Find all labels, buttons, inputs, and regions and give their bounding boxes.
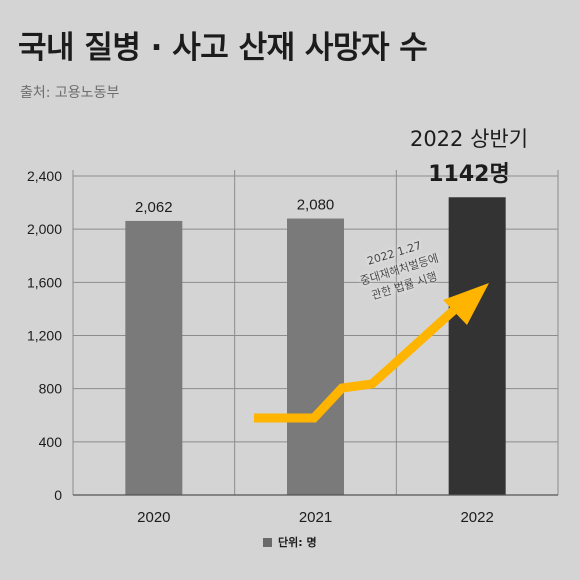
bar-2021 — [287, 218, 344, 496]
y-tick-label: 1,200 — [27, 328, 62, 344]
y-tick-label: 1,600 — [27, 274, 62, 290]
bar-2022 — [448, 197, 506, 495]
trend-arrow-line — [254, 306, 458, 423]
y-tick-label: 2,400 — [27, 168, 62, 184]
chart-title: 국내 질병 · 사고 산재 사망자 수 — [18, 30, 428, 66]
x-tick-label-2020: 2020 — [137, 509, 170, 526]
highlight-period-label: 2022 상반기 — [410, 127, 528, 151]
law-annotation: 2022 1.27 중대재해처벌등에 관한 법률 시행 — [358, 239, 440, 302]
bars-layer — [125, 197, 506, 496]
legend-unit-label: 단위: 명 — [278, 535, 317, 549]
x-tick-label-2022: 2022 — [460, 509, 493, 526]
y-tick-label: 0 — [54, 487, 62, 503]
x-tick-label-2021: 2021 — [299, 509, 332, 526]
data-label-2020: 2,062 — [135, 199, 173, 216]
trend-arrow-head — [443, 283, 489, 325]
y-tick-label: 800 — [39, 381, 63, 397]
chart-source: 출처: 고용노동부 — [20, 85, 120, 101]
bar-2020 — [125, 220, 183, 495]
y-tick-label: 2,000 — [27, 221, 62, 237]
data-labels-layer: 2,062 2,080 — [135, 197, 334, 216]
y-tick-label: 400 — [39, 434, 63, 450]
legend-swatch — [263, 538, 272, 547]
highlight-value-label: 1142명 — [428, 162, 509, 187]
axis-layer: 0 400 800 1,200 1,600 2,000 2,400 2020 2021 2022 — [27, 168, 558, 526]
data-label-2021: 2,080 — [297, 197, 335, 214]
